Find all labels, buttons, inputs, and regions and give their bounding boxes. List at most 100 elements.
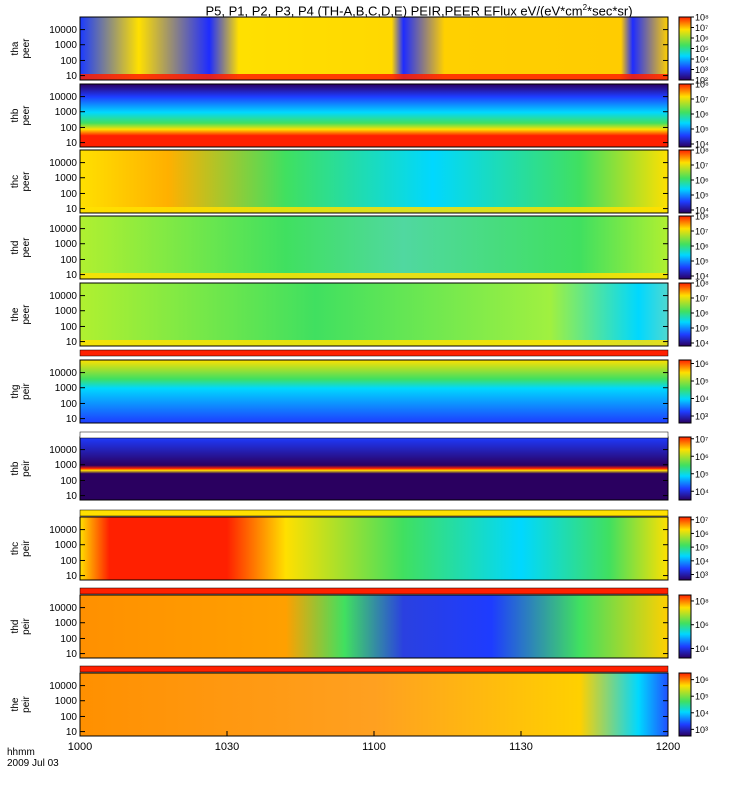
x-tick-label: 1030 [215,741,239,753]
panel-species-label: peer [21,38,32,59]
colorbar-tick-label: 10⁸ [695,279,709,289]
colorbar-tick-label: 10⁸ [695,146,709,156]
spectrogram-thc-peer [80,150,668,213]
y-tick-label: 1000 [55,239,78,250]
panel-species-label: peir [21,382,32,399]
x-tick-label: 1200 [656,741,680,753]
y-tick-label: 100 [60,56,77,67]
panel-thd-peer: thd peer 10 100 1000 10000 10⁴ 10⁵ 10⁶ 10⁷ 10⁸ [10,212,709,282]
title-text: P5, P1, P2, P3, P4 (TH-A,B,C,D,E) PEIR,P… [205,3,583,19]
colorbar-tick-label: 10⁷ [695,161,708,171]
spectrogram-thg-peir [80,360,668,423]
panel-species-label: peer [21,105,32,126]
x-tick-label: 1100 [362,741,386,753]
colorbar-tick-label: 10⁴ [695,644,709,654]
colorbar-tick-label: 10⁶ [695,242,709,252]
title-tail: *sec*sr) [587,3,633,19]
spectrogram-the-peir [80,673,668,736]
panel-tha-peer: tha peer 10 100 1000 10000 10²10³10⁴10⁵10⁶10⁷1… [10,13,709,86]
colorbar-tick-label: 10⁷ [695,515,708,525]
colorbar-tick-label: 10⁶ [695,359,709,369]
spectrogram-thd-peir [80,595,668,658]
colorbar-tick-label: 10³ [695,725,708,735]
y-tick-label: 1000 [55,540,78,551]
colorbar-thg-peir [678,359,692,424]
colorbar-tick-label: 10⁶ [695,110,709,120]
y-tick-label: 100 [60,712,77,723]
y-tick-label: 10 [66,138,78,149]
y-tick-label: 1000 [55,696,78,707]
colorbar-tick-label: 10⁷ [695,227,708,237]
panel-species-label: peer [21,237,32,258]
colorbar-tha-peer [678,16,692,81]
panel-probe-label: tha [10,41,21,55]
colorbar-tick-label: 10³ [695,65,708,75]
panel-frame [79,282,669,347]
colorbar-thd-peir [678,594,692,659]
panel-frame [79,215,669,280]
panel-probe-label: thg [10,385,21,399]
y-tick-label: 10 [66,727,78,738]
colorbar-the-peir [678,672,692,737]
panel-frame [79,359,669,424]
colorbar-thc-peir [678,516,692,581]
y-tick-label: 100 [60,123,77,134]
panel-frame [79,149,669,214]
panel-species-label: peir [21,459,32,476]
y-tick-label: 100 [60,322,77,333]
colorbar-thb-peir [678,436,692,501]
y-tick-label: 10000 [49,445,77,456]
panel-species-label: peir [21,539,32,556]
colorbar-tick-label: 10⁸ [695,596,709,606]
y-tick-label: 10000 [49,681,77,692]
colorbar-tick-label: 10⁵ [695,257,709,267]
colorbar-tick-label: 10⁶ [695,309,709,319]
colorbar-tick-label: 10⁷ [695,23,708,33]
y-tick-label: 10000 [49,291,77,302]
colorbar-tick-label: 10⁴ [695,140,709,150]
colorbar-thc-peer [678,149,692,214]
panels-group: tha peer1010010001000010²10³10⁴10⁵10⁶10⁷1… [10,13,709,739]
x-axis-label-hhmm: hhmm [7,747,35,758]
time-axis: 1000 1030 1100 1130 1200 [68,731,680,753]
colorbar-tick-label: 10⁷ [695,294,708,304]
panel-frame [79,516,669,581]
panel-species-label: peir [21,617,32,634]
panel-frame [79,83,669,148]
colorbar-the-peer [678,282,692,347]
y-tick-label: 10000 [49,368,77,379]
y-tick-label: 10 [66,571,78,582]
y-tick-label: 1000 [55,383,78,394]
colorbar-tick-label: 10⁶ [695,675,709,685]
panel-frame [79,16,669,81]
panel-the-peir: the peir 10 100 1000 10000 10³ 10⁴ 10⁵ 10⁶ [10,672,709,738]
y-tick-label: 1000 [55,173,78,184]
colorbar-tick-label: 10⁸ [695,212,709,222]
y-tick-label: 100 [60,476,77,487]
spectrogram-thb-peer [80,84,668,147]
y-tick-label: 10000 [49,224,77,235]
colorbar-tick-label: 10⁵ [695,692,709,702]
mode-indicator-bar [79,509,669,517]
colorbar-tick-label: 10³ [695,570,708,580]
y-tick-label: 100 [60,399,77,410]
spectrogram-tha-peer [80,17,668,80]
low-energy-band [80,74,668,80]
colorbar-tick-label: 10⁵ [695,324,709,334]
colorbar-thb-peer [678,83,692,148]
panel-probe-label: thb [10,461,21,475]
spectrogram-the-peer [80,283,668,346]
x-tick-label: 1130 [509,741,533,753]
mode-indicator-bar [79,349,669,357]
y-tick-label: 100 [60,556,77,567]
panel-probe-label: thd [10,241,21,255]
colorbar-tick-label: 10⁴ [695,487,709,497]
panel-species-label: peer [21,171,32,192]
colorbar-tick-label: 10⁴ [695,206,709,216]
title-superscript: 2 [582,3,588,12]
colorbar-tick-label: 10⁸ [695,13,709,23]
mode-indicator-bar [79,431,669,439]
spectrogram-thc-peir [80,517,668,580]
panel-probe-label: thc [10,175,21,188]
